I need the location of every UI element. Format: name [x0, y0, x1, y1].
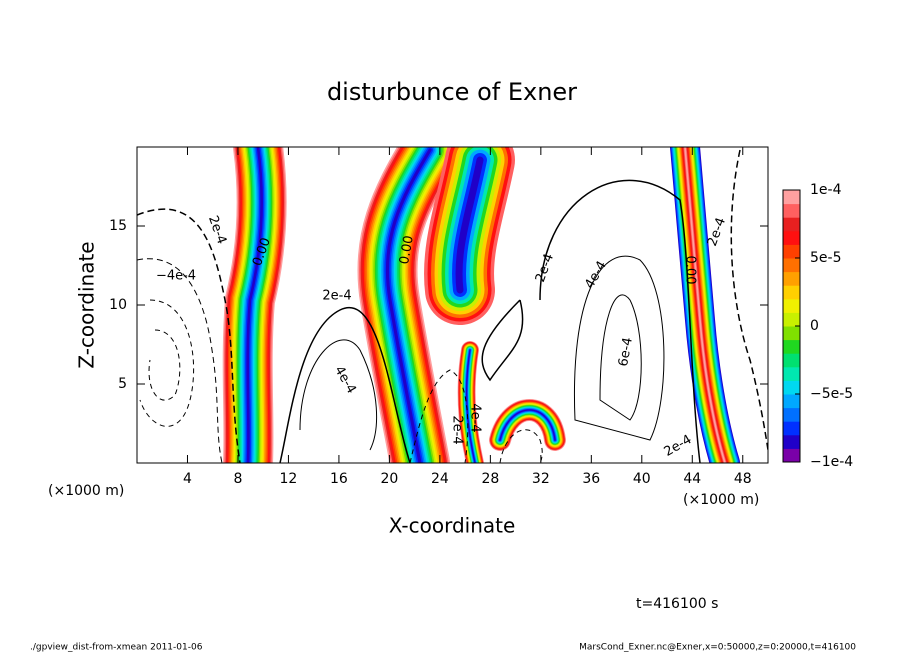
field-band	[246, 147, 264, 463]
contours	[137, 149, 768, 463]
colorbar-swatch	[783, 421, 800, 436]
x-tick-label: 40	[633, 471, 651, 487]
contour-label: 0.00	[683, 256, 698, 285]
colorbar-swatch	[783, 230, 800, 245]
colorbar-swatch	[783, 394, 800, 409]
x-axis-label: X-coordinate	[389, 514, 516, 538]
contour-label: 6e-4	[616, 336, 636, 367]
colorbar-swatch	[783, 326, 800, 341]
x-tick-label: 48	[734, 471, 752, 487]
x-tick-label: 4	[183, 471, 192, 487]
field-band	[684, 147, 726, 463]
contour-label: 2e-4	[450, 415, 465, 444]
x-tick-label: 28	[481, 471, 499, 487]
x-tick-label: 12	[280, 471, 298, 487]
colorbar-tick-label: 5e-5	[810, 250, 841, 266]
time-label: t=416100 s	[636, 596, 718, 612]
x-tick-label: 16	[330, 471, 348, 487]
colorbar-swatch	[783, 217, 800, 232]
colorbar-swatch	[783, 434, 800, 449]
colorbar-swatch	[783, 339, 800, 354]
colorbar-swatch	[783, 353, 800, 368]
colorbar-swatch	[783, 285, 800, 300]
footer: MarsCond_Exner.nc@Exner,x=0:50000,z=0:20…	[579, 643, 856, 653]
x-unit: (×1000 m)	[683, 492, 759, 508]
colorbar-swatch	[783, 244, 800, 259]
field	[222, 147, 740, 463]
contour-label: 2e-4	[322, 289, 351, 304]
x-tick-label: 44	[683, 471, 701, 487]
colorbar-tick-label: 1e-4	[810, 182, 842, 198]
x-tick-label: 36	[582, 471, 600, 487]
y-tick-label: 5	[118, 376, 127, 392]
field-band	[385, 148, 432, 463]
contour-label: −4e-4	[156, 269, 196, 284]
colorbar-swatch	[783, 298, 800, 313]
y-axis-label: Z-coordinate	[75, 241, 99, 368]
contour-label: 4e-4	[468, 403, 483, 432]
contour-label: 0.00	[397, 234, 417, 265]
contour-label: 2e-4	[705, 216, 729, 249]
colorbar-tick-label: 0	[810, 318, 819, 334]
x-tick-label: 20	[380, 471, 398, 487]
y-tick-label: 10	[109, 297, 127, 313]
colorbar-swatch	[783, 258, 800, 273]
contour-label: 2e-4	[533, 252, 557, 285]
x-unit: (×1000 m)	[48, 483, 124, 499]
colorbar-tick-label: −1e-4	[810, 454, 853, 470]
contour-label: 2e-4	[205, 214, 229, 247]
contour-label: 4e-4	[331, 364, 359, 397]
field-band	[499, 409, 556, 441]
colorbar-swatch	[783, 271, 800, 286]
footer: ./gpview_dist-from-xmean 2011-01-06	[30, 643, 203, 653]
x-tick-label: 24	[431, 471, 449, 487]
colorbar-swatch	[783, 366, 800, 381]
colorbar-swatch	[783, 407, 800, 422]
chart-title: disturbunce of Exner	[327, 78, 577, 106]
y-tick-label: 15	[109, 218, 127, 234]
x-tick-label: 8	[233, 471, 242, 487]
colorbar-swatch	[783, 448, 800, 463]
colorbar-tick-label: −5e-5	[810, 386, 853, 402]
colorbar-swatch	[783, 380, 800, 395]
x-tick-label: 32	[532, 471, 550, 487]
field-band	[455, 156, 484, 294]
colorbar-swatch	[783, 190, 800, 205]
contour-label: 4e-4	[582, 259, 610, 292]
colorbar-swatch	[783, 312, 800, 327]
contour-label: 2e-4	[662, 432, 695, 460]
colorbar-swatch	[783, 203, 800, 218]
